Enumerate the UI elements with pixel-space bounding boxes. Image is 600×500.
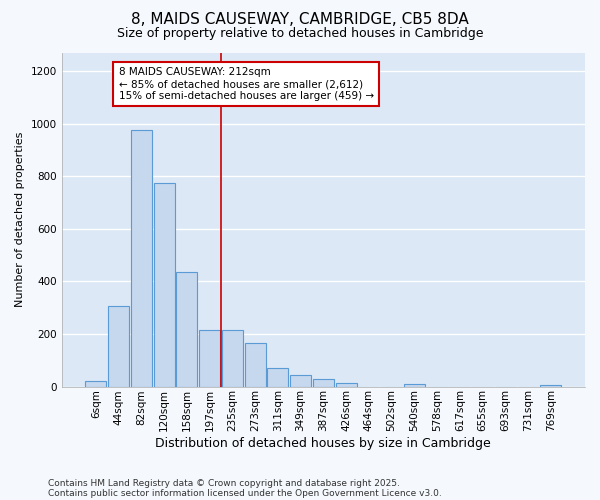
Y-axis label: Number of detached properties: Number of detached properties	[15, 132, 25, 307]
Bar	[199, 330, 220, 386]
Bar	[268, 368, 289, 386]
Bar	[313, 378, 334, 386]
Bar	[222, 330, 243, 386]
Text: 8, MAIDS CAUSEWAY, CAMBRIDGE, CB5 8DA: 8, MAIDS CAUSEWAY, CAMBRIDGE, CB5 8DA	[131, 12, 469, 28]
Bar	[176, 272, 197, 386]
Bar	[108, 306, 129, 386]
Bar	[335, 382, 356, 386]
Text: Contains public sector information licensed under the Open Government Licence v3: Contains public sector information licen…	[48, 488, 442, 498]
Text: Size of property relative to detached houses in Cambridge: Size of property relative to detached ho…	[117, 28, 483, 40]
X-axis label: Distribution of detached houses by size in Cambridge: Distribution of detached houses by size …	[155, 437, 491, 450]
Text: Contains HM Land Registry data © Crown copyright and database right 2025.: Contains HM Land Registry data © Crown c…	[48, 478, 400, 488]
Bar	[85, 382, 106, 386]
Bar	[290, 374, 311, 386]
Bar	[540, 385, 561, 386]
Bar	[154, 182, 175, 386]
Bar	[404, 384, 425, 386]
Bar	[245, 343, 266, 386]
Bar	[131, 130, 152, 386]
Text: 8 MAIDS CAUSEWAY: 212sqm
← 85% of detached houses are smaller (2,612)
15% of sem: 8 MAIDS CAUSEWAY: 212sqm ← 85% of detach…	[119, 68, 374, 100]
